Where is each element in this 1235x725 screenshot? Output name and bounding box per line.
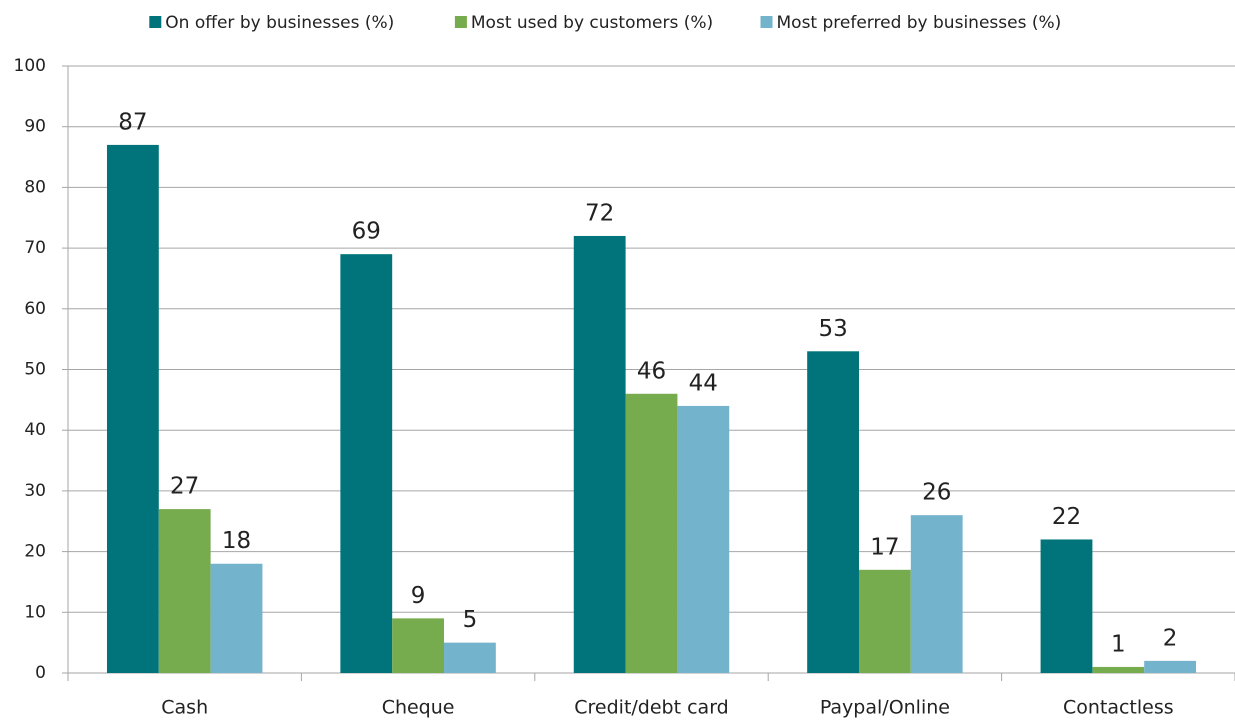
data-label: 44 [689, 370, 718, 396]
legend-label: Most used by customers (%) [471, 13, 713, 33]
x-tick-label: Cash [161, 697, 208, 719]
data-label: 69 [352, 219, 381, 245]
legend-swatch [760, 16, 773, 28]
bar [573, 235, 626, 673]
bar [625, 393, 678, 673]
bar [677, 405, 730, 673]
y-tick-label: 90 [24, 117, 46, 137]
data-label: 9 [411, 583, 426, 609]
y-tick-label: 40 [24, 420, 46, 440]
bar [807, 351, 859, 673]
data-label: 27 [170, 474, 199, 500]
bar [444, 642, 496, 673]
data-label: 5 [463, 607, 478, 633]
data-label: 2 [1163, 625, 1178, 651]
y-tick-label: 80 [24, 177, 46, 197]
bar [210, 563, 263, 673]
x-tick-label: Paypal/Online [820, 697, 950, 719]
data-label: 17 [870, 534, 899, 560]
y-tick-label: 70 [24, 238, 46, 258]
y-tick-label: 10 [24, 602, 46, 622]
y-tick-label: 50 [24, 360, 46, 380]
data-label: 22 [1052, 504, 1081, 530]
y-tick-label: 30 [24, 481, 46, 501]
bar [392, 618, 445, 673]
legend-swatch [149, 16, 162, 28]
data-label: 26 [922, 480, 951, 506]
legend-label: Most preferred by businesses (%) [777, 13, 1062, 33]
y-tick-label: 20 [24, 542, 46, 562]
data-label: 87 [118, 109, 147, 135]
bar [858, 569, 911, 673]
data-label: 1 [1111, 631, 1126, 657]
bar [910, 515, 963, 673]
data-label: 53 [818, 316, 847, 342]
bar [1144, 660, 1197, 673]
bar [106, 144, 159, 673]
x-tick-label: Cheque [382, 697, 455, 719]
bar [340, 254, 393, 674]
bar [1092, 666, 1145, 673]
y-tick-label: 100 [14, 56, 46, 76]
y-tick-label: 0 [35, 663, 46, 683]
bar [158, 509, 211, 673]
x-tick-label: Credit/debt card [574, 697, 728, 719]
legend-label: On offer by businesses (%) [165, 13, 394, 33]
data-label: 72 [585, 200, 614, 226]
legend-swatch [454, 16, 467, 28]
bar [1040, 539, 1093, 673]
x-tick-label: Contactless [1063, 697, 1174, 719]
data-label: 46 [637, 358, 666, 384]
data-label: 18 [222, 528, 251, 554]
y-tick-label: 60 [24, 299, 46, 319]
